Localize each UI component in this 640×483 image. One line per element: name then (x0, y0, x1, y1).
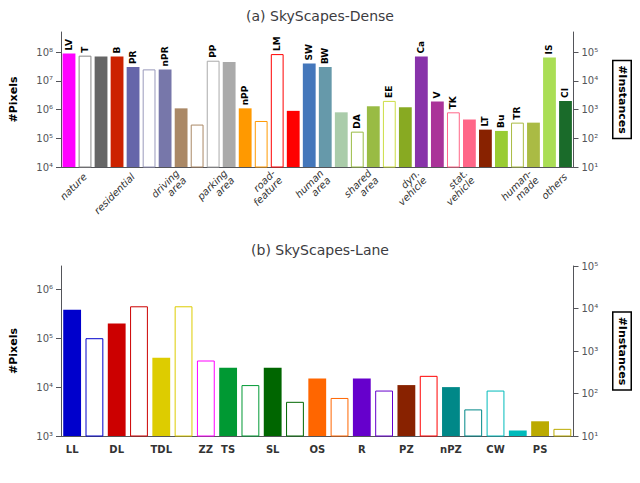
svg-text:vehicle: vehicle (444, 175, 477, 208)
svg-text:nPZ: nPZ (440, 444, 462, 455)
svg-text:nPR: nPR (160, 46, 170, 66)
svg-text:#Pixels: #Pixels (7, 328, 20, 374)
svg-text:vehicle: vehicle (396, 175, 429, 208)
svg-text:LV: LV (64, 39, 74, 50)
svg-text:V: V (432, 92, 442, 99)
svg-text:10⁴: 10⁴ (36, 162, 53, 173)
svg-text:OS: OS (309, 444, 325, 455)
svg-text:10³: 10³ (582, 104, 599, 115)
svg-text:human-: human- (498, 167, 534, 203)
svg-text:10³: 10³ (36, 431, 53, 442)
svg-text:DL: DL (109, 444, 124, 455)
svg-text:driving: driving (149, 167, 182, 200)
svg-text:10⁴: 10⁴ (582, 75, 599, 86)
svg-text:area: area (309, 175, 333, 199)
svg-text:DA: DA (352, 114, 362, 128)
svg-text:stat.: stat. (446, 167, 470, 192)
svg-text:CW: CW (486, 444, 504, 455)
svg-text:T: T (80, 46, 90, 53)
svg-text:(a) SkyScapes-Dense: (a) SkyScapes-Dense (246, 8, 394, 24)
svg-text:feature: feature (251, 175, 284, 208)
svg-text:10⁵: 10⁵ (582, 47, 599, 58)
svg-text:PZ: PZ (399, 444, 414, 455)
svg-text:parking: parking (195, 167, 230, 203)
svg-text:residential: residential (92, 171, 137, 216)
svg-text:human: human (293, 167, 326, 200)
svg-text:dyn.: dyn. (398, 167, 422, 191)
svg-text:ZZ: ZZ (199, 444, 214, 455)
svg-text:10⁸: 10⁸ (36, 47, 53, 58)
svg-text:Bu: Bu (496, 115, 506, 128)
svg-text:#Instances: #Instances (616, 65, 629, 134)
svg-text:R: R (358, 444, 366, 455)
svg-text:shared: shared (341, 167, 374, 200)
svg-text:TS: TS (221, 444, 235, 455)
svg-text:EE: EE (384, 86, 394, 98)
svg-text:10³: 10³ (582, 346, 599, 357)
svg-text:area: area (213, 175, 237, 199)
svg-text:BW: BW (320, 48, 330, 64)
svg-text:10⁵: 10⁵ (582, 261, 599, 272)
svg-text:B: B (112, 47, 122, 54)
svg-text:made: made (513, 175, 541, 203)
svg-text:area: area (357, 175, 381, 199)
svg-text:IS: IS (544, 45, 554, 55)
svg-text:SW: SW (304, 44, 314, 60)
svg-text:10⁴: 10⁴ (36, 382, 53, 393)
svg-text:PP: PP (208, 44, 218, 58)
svg-text:PR: PR (128, 51, 138, 65)
svg-text:others: others (539, 171, 569, 201)
svg-text:SL: SL (266, 444, 280, 455)
svg-text:10⁷: 10⁷ (36, 75, 53, 86)
svg-text:PS: PS (533, 444, 548, 455)
svg-text:10¹: 10¹ (582, 431, 599, 442)
svg-text:10⁶: 10⁶ (36, 104, 53, 115)
svg-text:TK: TK (448, 95, 458, 109)
svg-text:road-: road- (251, 167, 278, 194)
svg-text:TR: TR (512, 107, 522, 120)
svg-text:TDL: TDL (151, 444, 173, 455)
svg-text:LT: LT (480, 115, 490, 126)
svg-text:(b) SkyScapes-Lane: (b) SkyScapes-Lane (251, 242, 389, 258)
svg-text:#Instances: #Instances (616, 317, 629, 386)
svg-text:LM: LM (272, 36, 282, 51)
svg-text:nature: nature (58, 171, 89, 202)
svg-text:nPP: nPP (240, 85, 250, 105)
svg-text:LL: LL (66, 444, 79, 455)
svg-text:10⁵: 10⁵ (36, 133, 53, 144)
svg-text:10²: 10² (582, 133, 599, 144)
svg-text:#Pixels: #Pixels (7, 76, 20, 122)
svg-text:10⁴: 10⁴ (582, 303, 599, 314)
svg-text:Ca: Ca (416, 41, 426, 54)
svg-text:10¹: 10¹ (582, 162, 599, 173)
svg-text:10²: 10² (582, 388, 599, 399)
svg-text:10⁵: 10⁵ (36, 333, 53, 344)
svg-text:10⁶: 10⁶ (36, 284, 53, 295)
svg-text:CI: CI (560, 88, 570, 98)
svg-text:area: area (165, 175, 189, 199)
